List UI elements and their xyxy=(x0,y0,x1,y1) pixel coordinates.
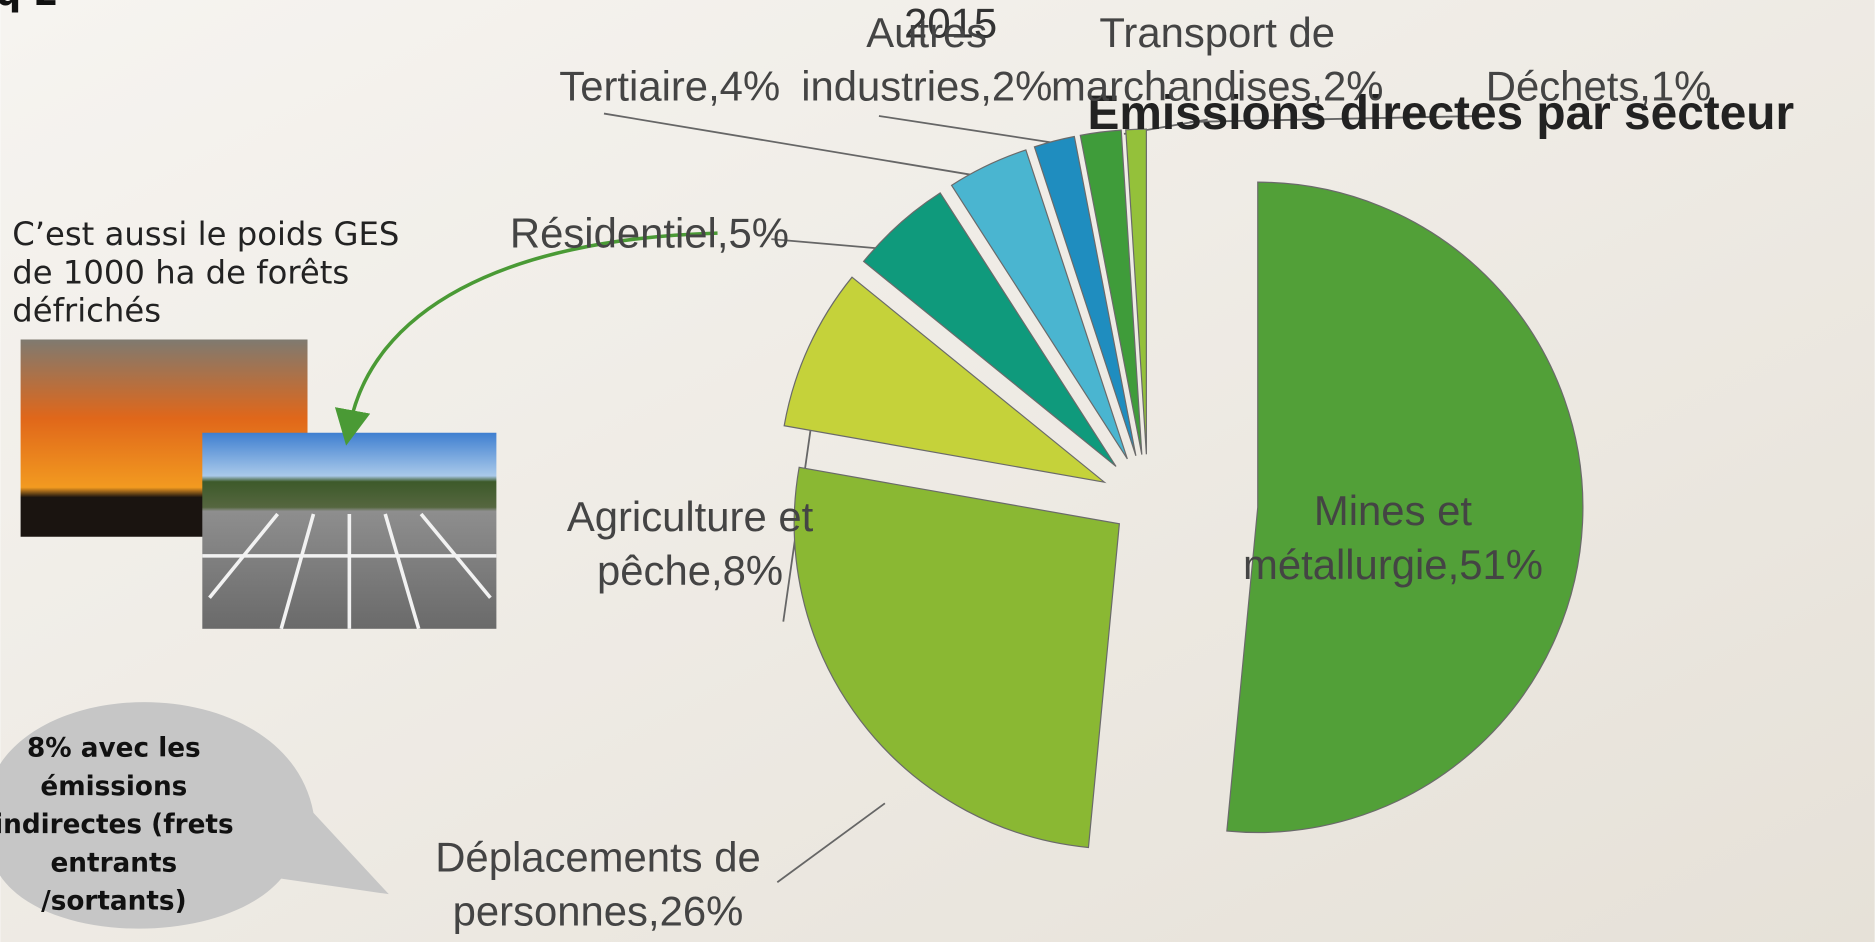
data-label: Tertiaire,4% xyxy=(559,63,780,110)
header: q 2 xyxy=(0,0,59,14)
slide: q 2 C’est aussi le poids GESde 1000 ha d… xyxy=(0,0,1875,942)
data-label: Déchets,1% xyxy=(1486,63,1712,110)
data-label: Résidentiel,5% xyxy=(510,210,789,257)
page: {"header": {"title": "q 2"}, "note": "C’… xyxy=(0,0,1875,942)
parking-image xyxy=(202,433,496,629)
